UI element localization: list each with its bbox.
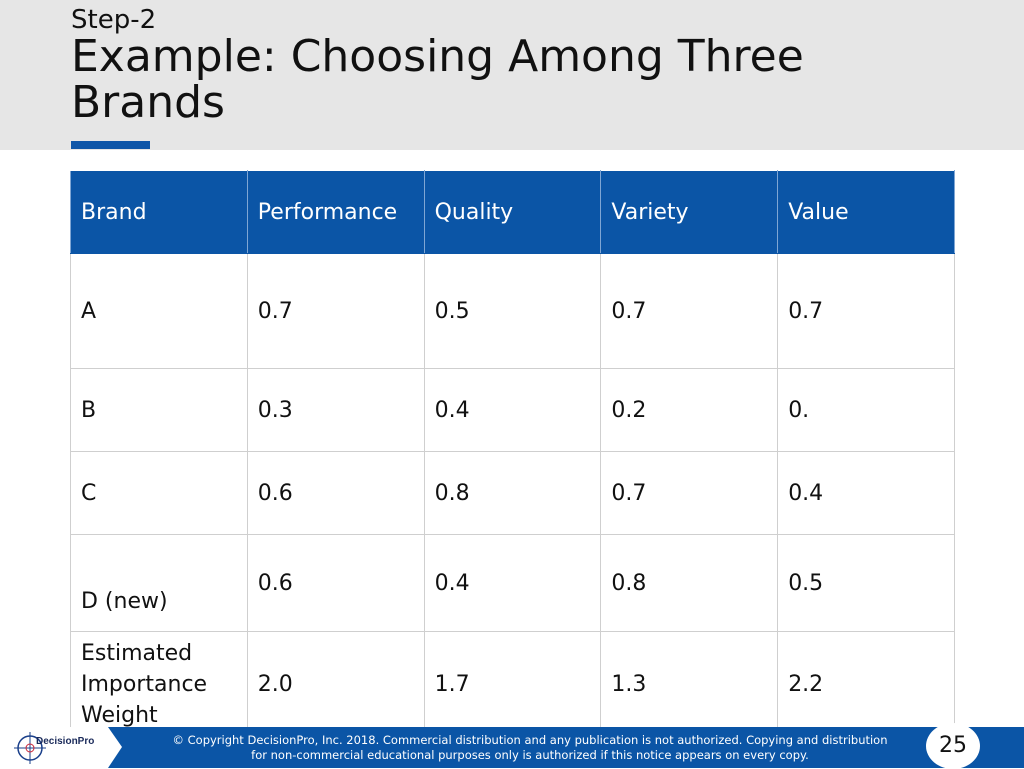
- header-band: [0, 0, 1024, 150]
- quality-cell: 0.4: [423, 368, 602, 452]
- variety-cell: 0.2: [600, 368, 779, 452]
- brand-cell: A: [70, 253, 248, 369]
- logo: DecisionPro: [0, 727, 122, 768]
- table-row: D (new) 0.6 0.4 0.8 0.5: [70, 534, 955, 632]
- brand-attribute-table: Brand Performance Quality Variety Value …: [70, 170, 955, 737]
- variety-cell: 0.7: [600, 253, 779, 369]
- footer: DecisionPro © Copyright DecisionPro, Inc…: [0, 723, 1024, 769]
- variety-cell: 1.3: [600, 631, 779, 737]
- decisionpro-logo-icon: [14, 732, 46, 764]
- performance-cell: 0.6: [246, 451, 425, 535]
- brand-cell: D (new): [70, 534, 248, 632]
- value-cell: 0.7: [777, 253, 955, 369]
- performance-cell: 0.3: [246, 368, 425, 452]
- brand-cell: C: [70, 451, 248, 535]
- logo-text: DecisionPro: [36, 736, 95, 747]
- performance-cell: 2.0: [246, 631, 425, 737]
- quality-cell: 0.5: [423, 253, 602, 369]
- performance-cell: 0.7: [246, 253, 425, 369]
- header-performance: Performance: [246, 170, 425, 254]
- header-brand: Brand: [70, 170, 248, 254]
- table-row: Estimated Importance Weight 2.0 1.7 1.3 …: [70, 631, 955, 737]
- header-quality: Quality: [423, 170, 602, 254]
- quality-cell: 1.7: [423, 631, 602, 737]
- copyright-line-1: © Copyright DecisionPro, Inc. 2018. Comm…: [172, 733, 888, 747]
- footer-band: [0, 727, 1024, 768]
- header-value: Value: [777, 170, 955, 254]
- title-underline: [71, 141, 150, 149]
- table-row: B 0.3 0.4 0.2 0.: [70, 368, 955, 452]
- brand-cell: B: [70, 368, 248, 452]
- page-number: 25: [926, 723, 980, 769]
- performance-cell: 0.6: [246, 534, 425, 632]
- table-header-row: Brand Performance Quality Variety Value: [70, 170, 955, 254]
- value-cell: 2.2: [777, 631, 955, 737]
- quality-cell: 0.8: [423, 451, 602, 535]
- step-label: Step-2: [71, 5, 157, 35]
- variety-cell: 0.8: [600, 534, 779, 632]
- table-row: A 0.7 0.5 0.7 0.7: [70, 253, 955, 369]
- variety-cell: 0.7: [600, 451, 779, 535]
- copyright-line-2: for non-commercial educational purposes …: [251, 748, 809, 762]
- table-row: C 0.6 0.8 0.7 0.4: [70, 451, 955, 535]
- value-cell: 0.4: [777, 451, 955, 535]
- value-cell: 0.5: [777, 534, 955, 632]
- quality-cell: 0.4: [423, 534, 602, 632]
- header-variety: Variety: [600, 170, 779, 254]
- copyright-notice: © Copyright DecisionPro, Inc. 2018. Comm…: [140, 733, 920, 763]
- brand-cell: Estimated Importance Weight: [70, 631, 248, 737]
- slide-title: Example: Choosing Among Three Brands: [71, 31, 804, 128]
- value-cell: 0.: [777, 368, 955, 452]
